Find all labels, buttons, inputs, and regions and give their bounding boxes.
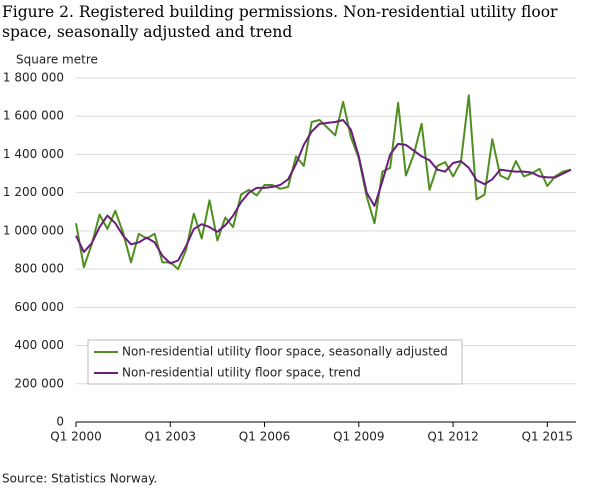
y-axis-label: Square metre [16,53,98,67]
x-tick-label: Q1 2003 [145,430,196,444]
legend-box [87,339,463,385]
y-tick-label: 800 000 [14,262,64,276]
y-tick-label: 1 200 000 [3,185,64,199]
legend-label: Non-residential utility floor space, sea… [122,345,448,359]
x-tick-label: Q1 2000 [50,430,101,444]
series-line [75,119,572,265]
series-line [75,94,572,271]
x-tick-label: Q1 2006 [239,430,290,444]
y-tick-label: 200 000 [14,376,64,390]
chart-title: Figure 2. Registered building permission… [2,3,558,41]
y-tick-label: 1 400 000 [3,147,64,161]
x-tick-label: Q1 2009 [333,430,384,444]
x-tick-label: Q1 2015 [522,430,573,444]
y-tick-label: 400 000 [14,338,64,352]
y-tick-label: 0 [56,415,64,429]
source: Source: Statistics Norway. [2,472,157,486]
y-tick-label: 600 000 [14,300,64,314]
x-tick-label: Q1 2012 [427,430,478,444]
y-tick-label: 1 000 000 [3,223,64,237]
y-tick-label: 1 800 000 [3,71,64,85]
legend-label: Non-residential utility floor space, tre… [122,366,361,380]
y-tick-label: 1 600 000 [3,109,64,123]
